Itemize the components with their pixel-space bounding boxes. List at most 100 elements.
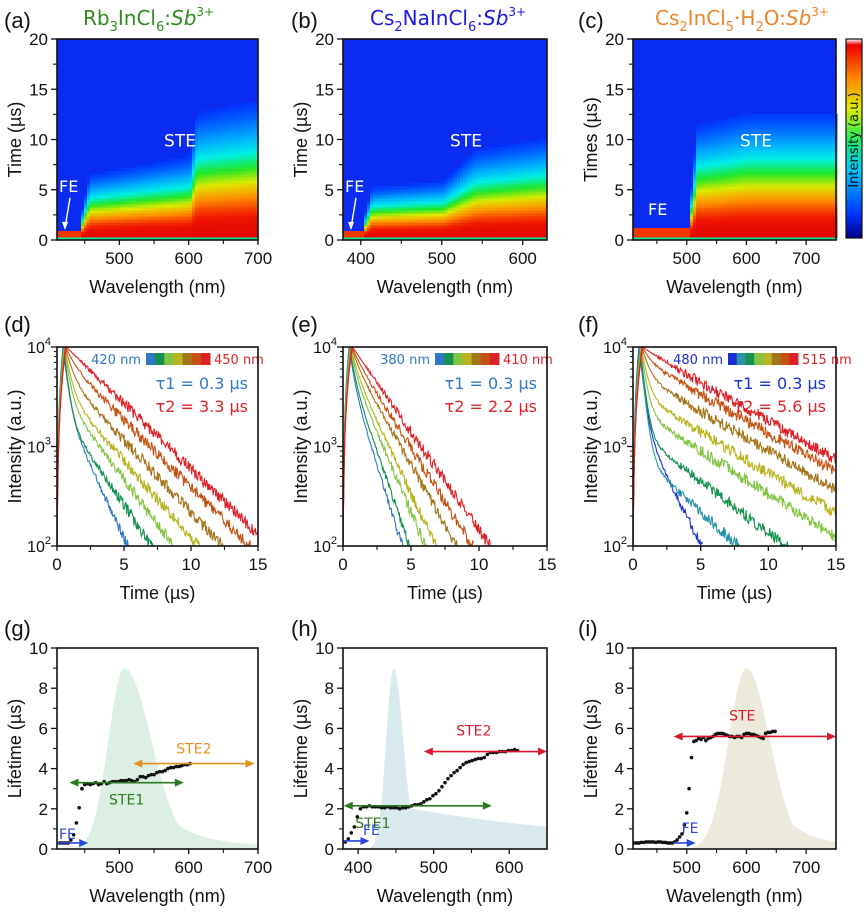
heatmap-cell bbox=[508, 159, 512, 163]
heatmap-cell bbox=[210, 117, 214, 121]
heatmap-cell bbox=[526, 225, 530, 229]
heatmap-cell bbox=[439, 225, 443, 229]
heatmap-cell bbox=[744, 129, 748, 133]
heatmap-cell bbox=[132, 228, 136, 232]
heatmap-cell bbox=[523, 162, 527, 166]
heatmap-cell bbox=[478, 198, 482, 202]
heatmap-cell bbox=[189, 210, 193, 214]
heatmap-cell bbox=[544, 180, 548, 184]
heatmap-cell bbox=[249, 117, 253, 121]
heatmap-cell bbox=[750, 198, 754, 202]
heatmap-cell bbox=[388, 213, 392, 217]
heatmap-cell bbox=[463, 201, 467, 205]
heatmap-cell bbox=[153, 222, 157, 226]
heatmap-cell bbox=[228, 171, 232, 175]
heatmap-cell bbox=[765, 192, 769, 196]
heatmap-cell bbox=[529, 231, 533, 235]
heatmap-cell bbox=[792, 183, 796, 187]
heatmap-cell bbox=[795, 222, 799, 226]
heatmap-cell bbox=[394, 213, 398, 217]
heatmap-cell bbox=[255, 204, 259, 208]
heatmap-cell bbox=[669, 237, 673, 241]
heatmap-cell bbox=[376, 207, 380, 211]
heatmap-cell bbox=[505, 171, 509, 175]
heatmap-cell bbox=[747, 144, 751, 148]
heatmap-cell bbox=[726, 195, 730, 199]
heatmap-cell bbox=[535, 144, 539, 148]
heatmap-cell bbox=[774, 126, 778, 130]
heatmap-cell bbox=[726, 222, 730, 226]
heatmap-cell bbox=[237, 174, 241, 178]
heatmap-cell bbox=[792, 156, 796, 160]
heatmap-cell bbox=[210, 162, 214, 166]
heatmap-cell bbox=[469, 237, 473, 241]
heatmap-cell bbox=[726, 135, 730, 139]
heatmap-cell bbox=[376, 234, 380, 238]
heatmap-cell bbox=[132, 195, 136, 199]
heatmap-cell bbox=[705, 180, 709, 184]
heatmap-cell bbox=[195, 123, 199, 127]
heatmap-cell bbox=[738, 177, 742, 181]
heatmap-cell bbox=[87, 198, 91, 202]
heatmap-cell bbox=[744, 237, 748, 241]
heatmap-cell bbox=[750, 177, 754, 181]
heatmap-cell bbox=[150, 174, 154, 178]
heatmap-cell bbox=[171, 219, 175, 223]
heatmap-cell bbox=[535, 153, 539, 157]
heatmap-cell bbox=[93, 225, 97, 229]
heatmap-cell bbox=[424, 192, 428, 196]
heatmap-cell bbox=[478, 228, 482, 232]
heatmap-cell bbox=[210, 177, 214, 181]
heatmap-cell bbox=[159, 171, 163, 175]
heatmap-cell bbox=[714, 222, 718, 226]
heatmap-cell bbox=[192, 228, 196, 232]
heatmap-cell bbox=[529, 204, 533, 208]
heatmap-cell bbox=[210, 237, 214, 241]
heatmap-cell bbox=[738, 210, 742, 214]
heatmap-cell bbox=[466, 237, 470, 241]
heatmap-cell bbox=[729, 162, 733, 166]
heatmap-cell bbox=[744, 153, 748, 157]
heatmap-cell bbox=[159, 231, 163, 235]
heatmap-cell bbox=[451, 201, 455, 205]
heatmap-cell bbox=[511, 195, 515, 199]
heatmap-cell bbox=[379, 225, 383, 229]
heatmap-cell bbox=[780, 126, 784, 130]
heatmap-cell bbox=[249, 165, 253, 169]
heatmap-cell bbox=[484, 180, 488, 184]
heatmap-cell bbox=[370, 237, 374, 241]
heatmap-cell bbox=[514, 144, 518, 148]
heatmap-cell bbox=[409, 201, 413, 205]
heatmap-cell bbox=[759, 135, 763, 139]
heatmap-cell bbox=[714, 138, 718, 142]
heatmap-cell bbox=[132, 231, 136, 235]
heatmap-cell bbox=[702, 168, 706, 172]
heatmap-cell bbox=[792, 147, 796, 151]
heatmap-cell bbox=[225, 186, 229, 190]
heatmap-cell bbox=[762, 135, 766, 139]
heatmap-cell bbox=[249, 225, 253, 229]
heatmap-cell bbox=[210, 159, 214, 163]
heatmap-cell bbox=[786, 174, 790, 178]
heatmap-cell bbox=[783, 222, 787, 226]
heatmap-cell bbox=[765, 180, 769, 184]
heatmap-cell bbox=[535, 201, 539, 205]
heatmap-cell bbox=[523, 165, 527, 169]
heatmap-cell bbox=[756, 126, 760, 130]
heatmap-cell bbox=[249, 219, 253, 223]
heatmap-cell bbox=[732, 183, 736, 187]
heatmap-cell bbox=[502, 180, 506, 184]
heatmap-cell bbox=[499, 159, 503, 163]
heatmap-cell bbox=[249, 123, 253, 127]
heatmap-cell bbox=[93, 201, 97, 205]
heatmap-cell bbox=[102, 234, 106, 238]
heatmap-cell bbox=[204, 171, 208, 175]
heatmap-cell bbox=[508, 186, 512, 190]
heatmap-cell bbox=[397, 192, 401, 196]
heatmap-cell bbox=[469, 189, 473, 193]
heatmap-cell bbox=[463, 198, 467, 202]
heatmap-cell bbox=[180, 168, 184, 172]
heatmap-cell bbox=[544, 159, 548, 163]
heatmap-cell bbox=[171, 189, 175, 193]
heatmap-cell bbox=[234, 117, 238, 121]
